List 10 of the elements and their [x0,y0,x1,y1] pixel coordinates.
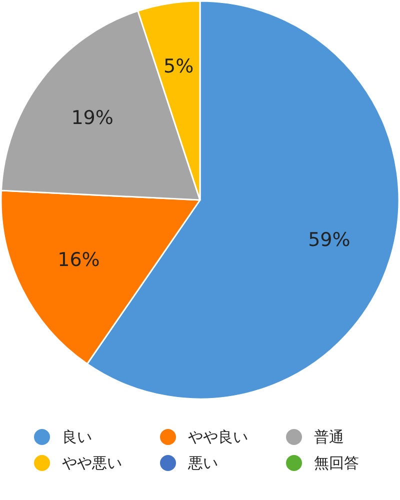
legend-label: 無回答 [314,454,359,472]
data-label: 5% [164,55,194,78]
legend-label: 良い [62,428,92,446]
legend-label: やや悪い [62,454,122,472]
data-label: 59% [308,229,350,252]
legend-label: やや良い [188,428,248,446]
data-label: 19% [71,107,114,130]
data-label: 16% [58,249,100,272]
legend-label: 普通 [314,428,344,446]
legend-label: 悪い [187,454,218,472]
